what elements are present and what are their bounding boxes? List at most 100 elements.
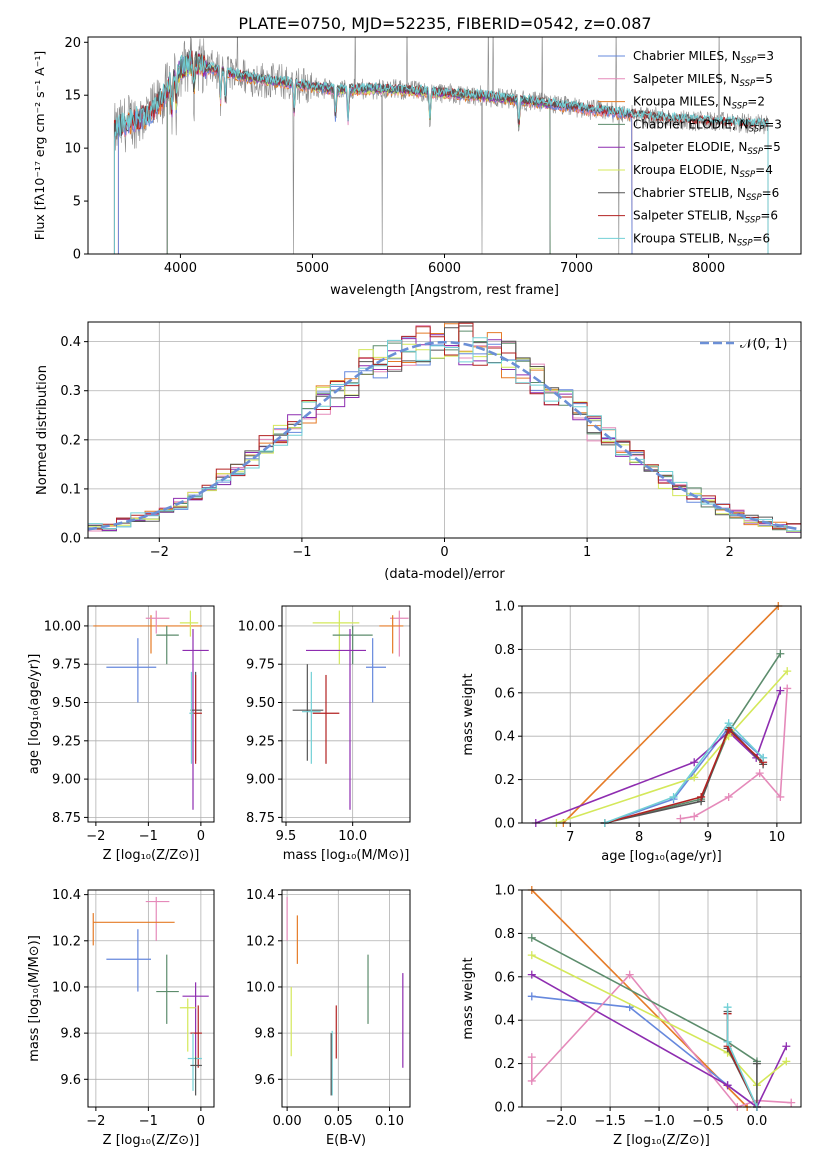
y-tick-label: 10.00 bbox=[238, 619, 275, 634]
series-marker bbox=[690, 812, 699, 821]
weight-vs-Z-panel: −2.0 −1.5 −1.0 −0.5 0.0 0.0 0.2 0.4 0.6 0.8 1.0 Z [… bbox=[461, 884, 802, 1148]
x-axis-label: E(B-V) bbox=[326, 1133, 366, 1148]
legend-label: 𝒩(0, 1) bbox=[740, 337, 787, 352]
x-tick-label: 0.10 bbox=[375, 1114, 404, 1129]
series-marker bbox=[527, 970, 536, 979]
series-line bbox=[531, 954, 787, 1087]
y-tick-label: 0.1 bbox=[60, 482, 81, 497]
series-marker bbox=[759, 753, 768, 762]
series-marker bbox=[690, 758, 699, 767]
series-marker bbox=[527, 1053, 536, 1062]
y-tick-label: 9.8 bbox=[60, 1027, 81, 1042]
axes-frame bbox=[87, 889, 215, 1108]
y-axis-label: Normed distribution bbox=[35, 365, 50, 495]
gaussian-curve bbox=[87, 340, 802, 531]
y-tick-label: 0.4 bbox=[60, 335, 81, 350]
x-axis-label: mass [log₁₀(M/M⊙)] bbox=[283, 848, 410, 863]
series-marker bbox=[776, 649, 785, 658]
y-tick-label: 9.25 bbox=[246, 734, 275, 749]
series-marker bbox=[625, 970, 634, 979]
series-marker bbox=[755, 769, 764, 778]
axes-frame bbox=[87, 321, 802, 539]
y-tick-label: 0.4 bbox=[494, 1014, 515, 1029]
x-tick-label: 2 bbox=[726, 545, 734, 560]
y-tick-label: 10.4 bbox=[246, 888, 275, 903]
spectrum-panel: 4000 5000 6000 7000 8000 0 5 10 15 20 wavelength [… bbox=[32, 36, 802, 298]
x-tick-label: −1 bbox=[139, 829, 158, 844]
x-tick-label: 10.0 bbox=[338, 829, 367, 844]
y-tick-label: 9.75 bbox=[52, 658, 81, 673]
weight-vs-age-panel: 7 8 9 10 0.0 0.2 0.4 0.6 0.8 1.0 age [log₁₀(age/yr… bbox=[461, 600, 802, 864]
y-tick-label: 9.50 bbox=[246, 696, 275, 711]
x-tick-label: −1 bbox=[292, 545, 311, 560]
y-axis-label: mass [log₁₀(M/M⊙)] bbox=[27, 935, 42, 1062]
y-tick-label: 0.4 bbox=[494, 730, 515, 745]
series-marker bbox=[782, 1057, 791, 1066]
y-tick-label: 0.6 bbox=[494, 686, 515, 701]
y-tick-label: 10.0 bbox=[246, 980, 275, 995]
x-tick-label: 9.5 bbox=[276, 829, 297, 844]
y-tick-label: 0.6 bbox=[494, 970, 515, 985]
y-tick-label: 10 bbox=[64, 142, 81, 157]
x-tick-label: 8 bbox=[635, 830, 643, 845]
x-tick-label: 0.05 bbox=[324, 1114, 353, 1129]
y-tick-label: 0.0 bbox=[494, 817, 515, 832]
series-marker bbox=[776, 792, 785, 801]
x-tick-label: −2 bbox=[86, 1114, 105, 1129]
x-tick-label: −2 bbox=[150, 545, 169, 560]
y-tick-label: 0.0 bbox=[494, 1101, 515, 1116]
y-tick-label: 0.8 bbox=[494, 643, 515, 658]
x-axis-label: Z [log₁₀(Z/Z⊙)] bbox=[103, 848, 200, 863]
y-tick-label: 0.8 bbox=[494, 927, 515, 942]
x-tick-label: 0 bbox=[197, 1114, 205, 1129]
x-tick-label: 8000 bbox=[692, 261, 725, 276]
y-tick-label: 8.75 bbox=[52, 811, 81, 826]
y-tick-label: 9.25 bbox=[52, 734, 81, 749]
legend-label: Kroupa ELODIE, NSSP=4 bbox=[633, 163, 773, 180]
x-tick-label: 1 bbox=[583, 545, 591, 560]
series-marker bbox=[776, 686, 785, 695]
y-axis-label: Flux [fλ10⁻¹⁷ erg cm⁻² s⁻¹ A⁻¹] bbox=[32, 51, 47, 240]
x-axis-label: age [log₁₀(age/yr)] bbox=[601, 849, 722, 864]
legend-label: Salpeter MILES, NSSP=5 bbox=[633, 72, 773, 89]
axes-frame bbox=[87, 605, 215, 823]
legend-label: Salpeter ELODIE, NSSP=5 bbox=[633, 140, 781, 157]
y-tick-label: 10.2 bbox=[52, 934, 81, 949]
y-axis-label: age [log₁₀(age/yr)] bbox=[27, 654, 42, 775]
y-tick-label: 0.3 bbox=[60, 384, 81, 399]
x-tick-label: 0 bbox=[440, 545, 448, 560]
series-marker bbox=[676, 814, 685, 823]
axes-frame bbox=[281, 889, 411, 1108]
legend-label: Chabrier STELIB, NSSP=6 bbox=[633, 186, 779, 203]
figure-title: PLATE=0750, MJD=52235, FIBERID=0542, z=0… bbox=[238, 14, 651, 33]
y-axis-label: mass weight bbox=[461, 957, 476, 1039]
series-marker bbox=[690, 773, 699, 782]
x-axis-label: Z [log₁₀(Z/Z⊙)] bbox=[103, 1133, 200, 1148]
y-tick-label: 8.75 bbox=[246, 811, 275, 826]
y-tick-label: 10.2 bbox=[246, 934, 275, 949]
x-tick-label: 10 bbox=[769, 830, 786, 845]
series-marker bbox=[697, 792, 706, 801]
y-tick-label: 0.0 bbox=[60, 532, 81, 547]
series-marker bbox=[723, 1037, 732, 1046]
series-marker bbox=[782, 1042, 791, 1051]
y-tick-label: 1.0 bbox=[494, 600, 515, 615]
y-tick-label: 0.2 bbox=[494, 773, 515, 788]
series-marker bbox=[527, 1076, 536, 1085]
y-tick-label: 9.6 bbox=[60, 1073, 81, 1088]
y-tick-label: 9.6 bbox=[254, 1073, 275, 1088]
y-tick-label: 1.0 bbox=[494, 884, 515, 899]
x-tick-label: 6000 bbox=[428, 261, 461, 276]
x-tick-label: −1 bbox=[139, 1114, 158, 1129]
series-marker bbox=[787, 1098, 796, 1107]
series-line bbox=[556, 670, 788, 824]
residuals-panel: −2 −1 0 1 2 0.0 0.1 0.2 0.3 0.4 𝒩(0, 1) (data-model… bbox=[35, 321, 802, 582]
model-spectrum-line bbox=[113, 50, 769, 254]
y-tick-label: 15 bbox=[64, 89, 81, 104]
series-line bbox=[531, 889, 748, 1108]
series-marker bbox=[783, 667, 792, 676]
series-line bbox=[604, 721, 764, 824]
series-marker bbox=[527, 992, 536, 1001]
legend-label: Salpeter STELIB, NSSP=6 bbox=[633, 209, 778, 226]
y-tick-label: 0.2 bbox=[60, 433, 81, 448]
